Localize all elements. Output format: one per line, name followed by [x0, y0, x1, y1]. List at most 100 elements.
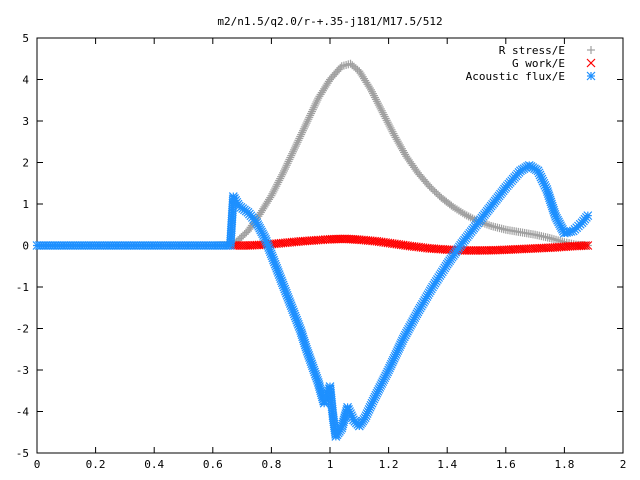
data-point	[286, 153, 295, 162]
data-point	[235, 241, 245, 250]
data-point	[375, 102, 384, 111]
data-point	[241, 241, 251, 250]
y-tick-label: 0	[22, 240, 29, 253]
legend-marker	[586, 58, 596, 68]
x-tick-label: 1.2	[379, 458, 399, 471]
data-point	[289, 145, 298, 154]
data-point	[291, 142, 300, 151]
plot-area	[32, 59, 593, 441]
data-point	[462, 246, 472, 255]
data-point	[276, 174, 285, 183]
x-tick-label: 0.2	[86, 458, 106, 471]
x-tick-label: 0	[34, 458, 41, 471]
legend-marker	[587, 46, 595, 54]
data-point	[475, 246, 485, 255]
data-point	[581, 241, 591, 251]
data-point	[384, 120, 393, 129]
data-point	[273, 180, 282, 189]
data-point	[367, 87, 376, 96]
data-point	[271, 184, 280, 193]
y-tick-label: -4	[16, 406, 30, 419]
data-point	[297, 130, 306, 139]
data-point	[382, 116, 391, 125]
x-tick-label: 0.8	[261, 458, 281, 471]
data-point	[279, 168, 288, 177]
data-point	[369, 91, 378, 100]
series-2	[32, 160, 593, 441]
data-point	[281, 163, 290, 172]
data-point	[295, 134, 304, 143]
data-point	[308, 105, 317, 114]
data-point	[380, 112, 389, 121]
x-tick-label: 0.6	[203, 458, 223, 471]
data-point	[239, 241, 249, 250]
data-point	[289, 147, 298, 156]
data-point	[285, 155, 294, 164]
data-point	[378, 108, 387, 117]
data-point	[471, 246, 481, 255]
data-point	[473, 246, 483, 255]
x-tick-label: 1.4	[437, 458, 457, 471]
data-point	[302, 119, 311, 128]
data-point	[386, 123, 395, 132]
data-point	[312, 98, 321, 107]
data-point	[464, 246, 474, 255]
data-point	[278, 170, 287, 179]
data-point	[237, 241, 247, 250]
x-tick-label: 0.4	[144, 458, 164, 471]
y-tick-label: -2	[16, 323, 29, 336]
chart-title: m2/n1.5/q2.0/r-+.35-j181/M17.5/512	[217, 15, 442, 28]
data-point	[283, 159, 292, 168]
data-point	[371, 95, 380, 104]
data-point	[372, 97, 381, 106]
data-point	[303, 117, 312, 126]
data-point	[293, 138, 302, 147]
data-point	[388, 127, 397, 136]
data-point	[274, 178, 283, 187]
data-point	[374, 101, 383, 110]
data-point	[377, 106, 386, 115]
x-tick-label: 1.6	[496, 458, 516, 471]
data-point	[260, 233, 269, 242]
data-point	[310, 101, 319, 110]
data-point	[284, 157, 293, 166]
data-point	[307, 109, 316, 118]
data-point	[309, 103, 318, 112]
data-point	[307, 107, 316, 116]
y-tick-label: -1	[16, 281, 29, 294]
data-point	[389, 129, 398, 138]
data-point	[233, 241, 242, 250]
data-point	[583, 241, 593, 250]
data-point	[299, 124, 308, 133]
data-point	[370, 93, 379, 102]
legend-marker	[586, 71, 596, 81]
legend-label: Acoustic flux/E	[466, 70, 565, 83]
data-point	[306, 111, 315, 120]
data-point	[288, 149, 297, 158]
data-point	[298, 126, 307, 135]
data-point	[268, 189, 277, 198]
y-tick-label: 5	[22, 32, 29, 45]
y-tick-label: 1	[22, 198, 29, 211]
data-point	[290, 143, 299, 152]
data-point	[292, 140, 301, 149]
data-point	[383, 118, 392, 127]
data-point	[282, 161, 291, 170]
data-point	[379, 110, 388, 119]
data-point	[277, 172, 286, 181]
axes: 0 0.2 0.4 0.6 0.8 1 1.2 1.4 1.6 1.8 2 5 4 3 2 1 0 -1 -2 -3 -…	[16, 32, 627, 471]
data-point	[336, 234, 345, 244]
y-tick-label: 2	[22, 157, 29, 170]
data-point	[275, 176, 284, 185]
data-point	[385, 122, 394, 131]
data-point	[270, 185, 279, 194]
y-tick-label: -3	[16, 364, 29, 377]
y-tick-label: 3	[22, 115, 29, 128]
data-point	[373, 99, 382, 108]
data-point	[469, 246, 478, 255]
legend-label: G work/E	[512, 57, 565, 70]
data-point	[272, 182, 281, 191]
data-point	[460, 246, 470, 255]
data-point	[368, 89, 377, 98]
